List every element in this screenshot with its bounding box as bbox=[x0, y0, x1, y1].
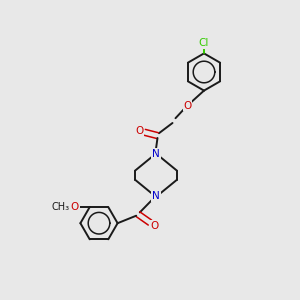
Text: O: O bbox=[183, 100, 192, 111]
Text: O: O bbox=[150, 220, 159, 231]
Text: N: N bbox=[152, 191, 160, 201]
Text: Cl: Cl bbox=[199, 38, 209, 48]
Text: CH₃: CH₃ bbox=[52, 202, 70, 212]
Text: O: O bbox=[135, 126, 144, 136]
Text: N: N bbox=[152, 149, 160, 159]
Text: O: O bbox=[70, 202, 79, 212]
